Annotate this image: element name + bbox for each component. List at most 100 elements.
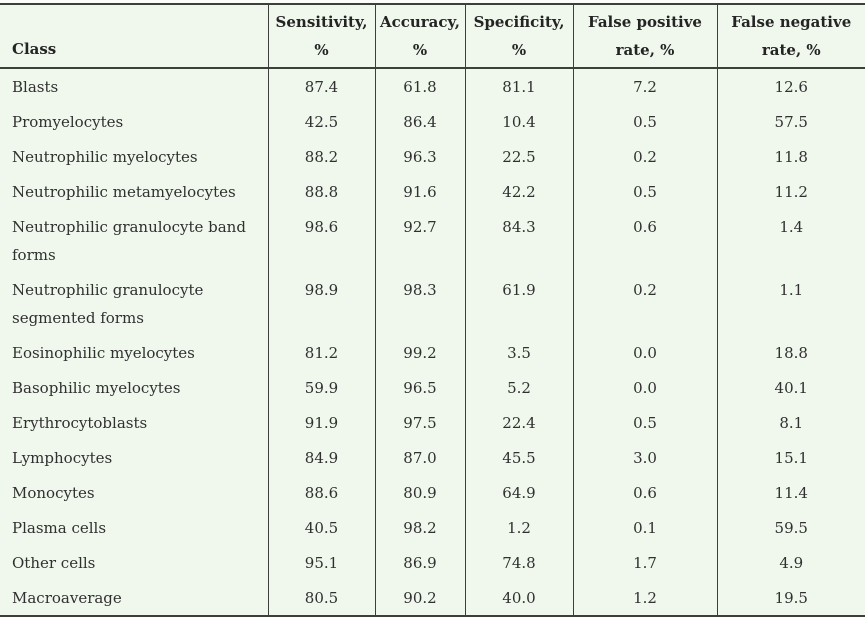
class-name-cell: Neutrophilic metamyelocytes [12, 183, 236, 201]
metric-cell: 80.9 [374, 475, 465, 510]
table-row: Monocytes 88.6 80.9 64.9 0.6 11.4 [0, 475, 865, 510]
metric-cell: 97.5 [374, 405, 465, 440]
table-row: Neutrophilic myelocytes 88.2 96.3 22.5 0… [0, 139, 865, 174]
metric-cell: 88.8 [267, 174, 375, 209]
metric-cell: 57.5 [716, 104, 865, 139]
table-row: Other cells 95.1 86.9 74.8 1.7 4.9 [0, 545, 865, 580]
table-row: Lymphocytes 84.9 87.0 45.5 3.0 15.1 [0, 440, 865, 475]
column-header-false-negative-rate: False negative rate, % [716, 4, 865, 69]
metric-cell: 98.2 [374, 510, 465, 545]
metric-cell: 1.2 [464, 510, 573, 545]
metric-cell: 1.7 [572, 545, 717, 580]
metric-cell: 88.6 [267, 475, 375, 510]
metric-cell: 84.9 [267, 440, 375, 475]
column-header-accuracy: Accuracy, % [374, 4, 465, 69]
metric-cell: 90.2 [374, 580, 465, 616]
metric-cell: 0.6 [572, 209, 717, 272]
metric-cell: 61.8 [374, 68, 465, 104]
table-body: Blasts 87.4 61.8 81.1 7.2 12.6 Promyeloc… [0, 68, 865, 616]
class-name-cell: Neutrophilic granulocyte band forms [12, 218, 246, 264]
metric-cell: 99.2 [374, 335, 465, 370]
metric-cell: 10.4 [464, 104, 573, 139]
table-row: Neutrophilic granulocyte band forms 98.6… [0, 209, 865, 272]
metric-cell: 0.0 [572, 335, 717, 370]
metric-cell: 98.6 [267, 209, 375, 272]
metric-cell: 91.9 [267, 405, 375, 440]
metric-cell: 22.4 [464, 405, 573, 440]
table-row: Plasma cells 40.5 98.2 1.2 0.1 59.5 [0, 510, 865, 545]
class-name-cell: Neutrophilic granulocyte segmented forms [12, 281, 204, 327]
column-header-class: Class [0, 4, 268, 69]
metric-cell: 40.5 [267, 510, 375, 545]
metric-cell: 1.1 [716, 272, 865, 335]
classification-metrics-table: Class Sensitivity, % Accuracy, % Specifi… [0, 3, 865, 617]
metric-cell: 4.9 [716, 545, 865, 580]
metric-cell: 92.7 [374, 209, 465, 272]
table-row: Eosinophilic myelocytes 81.2 99.2 3.5 0.… [0, 335, 865, 370]
metric-cell: 5.2 [464, 370, 573, 405]
metric-cell: 1.4 [716, 209, 865, 272]
class-name-cell: Macroaverage [12, 589, 122, 607]
class-name-cell: Blasts [12, 78, 59, 96]
table-row: Macroaverage 80.5 90.2 40.0 1.2 19.5 [0, 580, 865, 616]
class-name-cell: Erythrocytoblasts [12, 414, 148, 432]
class-name-cell: Eosinophilic myelocytes [12, 344, 195, 362]
metric-cell: 88.2 [267, 139, 375, 174]
table-row: Basophilic myelocytes 59.9 96.5 5.2 0.0 … [0, 370, 865, 405]
metric-cell: 0.1 [572, 510, 717, 545]
metric-cell: 84.3 [464, 209, 573, 272]
metric-cell: 87.0 [374, 440, 465, 475]
metric-cell: 19.5 [716, 580, 865, 616]
metric-cell: 11.2 [716, 174, 865, 209]
metric-cell: 59.9 [267, 370, 375, 405]
metric-cell: 61.9 [464, 272, 573, 335]
metric-cell: 0.6 [572, 475, 717, 510]
table-row: Neutrophilic metamyelocytes 88.8 91.6 42… [0, 174, 865, 209]
metric-cell: 12.6 [716, 68, 865, 104]
metric-cell: 0.5 [572, 405, 717, 440]
class-name-cell: Monocytes [12, 484, 95, 502]
metric-cell: 86.9 [374, 545, 465, 580]
metric-cell: 45.5 [464, 440, 573, 475]
metric-cell: 64.9 [464, 475, 573, 510]
metric-cell: 7.2 [572, 68, 717, 104]
metric-cell: 74.8 [464, 545, 573, 580]
metric-cell: 80.5 [267, 580, 375, 616]
metric-cell: 86.4 [374, 104, 465, 139]
table-row: Promyelocytes 42.5 86.4 10.4 0.5 57.5 [0, 104, 865, 139]
column-header-false-positive-rate: False positive rate, % [572, 4, 717, 69]
metric-cell: 3.5 [464, 335, 573, 370]
metric-cell: 42.2 [464, 174, 573, 209]
metric-cell: 3.0 [572, 440, 717, 475]
metric-cell: 1.2 [572, 580, 717, 616]
metric-cell: 0.2 [572, 272, 717, 335]
metric-cell: 8.1 [716, 405, 865, 440]
metric-cell: 0.5 [572, 104, 717, 139]
metric-cell: 81.1 [464, 68, 573, 104]
metric-cell: 96.5 [374, 370, 465, 405]
metric-cell: 0.2 [572, 139, 717, 174]
table-row: Blasts 87.4 61.8 81.1 7.2 12.6 [0, 68, 865, 104]
class-name-cell: Neutrophilic myelocytes [12, 148, 198, 166]
metric-cell: 95.1 [267, 545, 375, 580]
metric-cell: 42.5 [267, 104, 375, 139]
metric-cell: 59.5 [716, 510, 865, 545]
metric-cell: 22.5 [464, 139, 573, 174]
column-header-specificity: Specificity, % [464, 4, 573, 69]
metric-cell: 98.3 [374, 272, 465, 335]
metric-cell: 15.1 [716, 440, 865, 475]
metric-cell: 91.6 [374, 174, 465, 209]
metric-cell: 0.0 [572, 370, 717, 405]
metric-cell: 40.0 [464, 580, 573, 616]
metric-cell: 11.4 [716, 475, 865, 510]
metric-cell: 40.1 [716, 370, 865, 405]
class-name-cell: Basophilic myelocytes [12, 379, 181, 397]
metric-cell: 0.5 [572, 174, 717, 209]
table-row: Neutrophilic granulocyte segmented forms… [0, 272, 865, 335]
class-name-cell: Promyelocytes [12, 113, 124, 131]
metric-cell: 96.3 [374, 139, 465, 174]
metric-cell: 11.8 [716, 139, 865, 174]
class-name-cell: Plasma cells [12, 519, 107, 537]
metric-cell: 18.8 [716, 335, 865, 370]
metric-cell: 81.2 [267, 335, 375, 370]
